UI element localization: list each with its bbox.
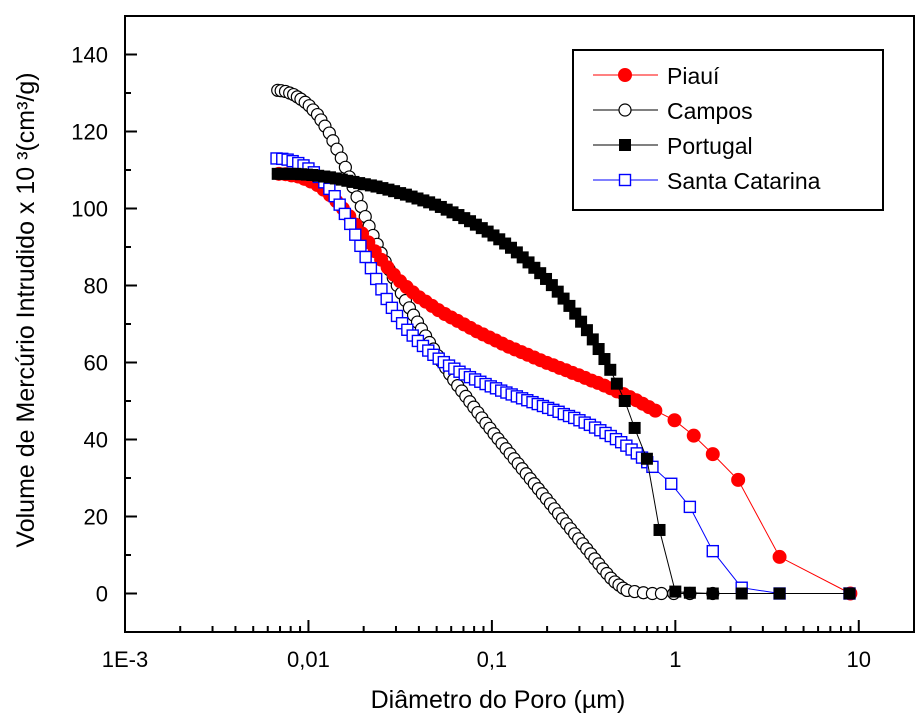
legend-entry-piaui: Piauí <box>593 63 720 89</box>
data-point-santa-catarina <box>665 477 678 490</box>
data-point-santa-catarina <box>344 217 357 231</box>
data-point-campos <box>654 586 669 601</box>
y-axis-ticks <box>125 15 137 633</box>
legend-entry-campos: Campos <box>593 98 753 124</box>
y-tick-label: 120 <box>71 120 108 145</box>
data-point-portugal <box>706 587 719 600</box>
data-point-portugal <box>580 324 593 337</box>
y-tick-label: 80 <box>84 274 108 299</box>
y-tick-label: 100 <box>71 197 108 222</box>
y-tick-label: 0 <box>96 582 108 607</box>
x-axis-title: Diâmetro do Poro (µm) <box>371 686 626 714</box>
legend-swatch-piaui <box>593 68 658 82</box>
data-point-portugal <box>843 587 856 600</box>
data-point-santa-catarina <box>683 500 697 514</box>
data-point-portugal <box>669 585 682 598</box>
data-point-portugal <box>735 587 748 600</box>
series-layer <box>270 83 858 601</box>
series-portugal <box>271 167 856 600</box>
x-tick-label: 0,1 <box>477 647 508 672</box>
y-tick-label: 40 <box>84 428 108 453</box>
data-point-portugal <box>628 421 641 434</box>
y-tick-label: 20 <box>84 505 108 530</box>
y-axis-tick-labels: 0 20 40 60 80 100 120 140 <box>71 43 108 607</box>
legend-label-portugal: Portugal <box>667 133 753 159</box>
legend: Piauí Campos Portugal Santa Catarina <box>572 49 884 211</box>
legend-label-piaui: Piauí <box>667 63 720 89</box>
x-tick-label: 1 <box>669 647 681 672</box>
legend-marker-piaui <box>618 68 632 82</box>
data-point-portugal <box>610 377 623 390</box>
data-point-portugal <box>604 363 617 376</box>
legend-marker-portugal <box>619 139 631 151</box>
x-tick-label: 0,01 <box>287 647 330 672</box>
data-point-piaui <box>667 413 682 428</box>
legend-swatch-santa-catarina <box>593 173 658 187</box>
y-axis-title: Volume de Mercúrio Intrudido x 10 ³(cm³/… <box>12 72 40 547</box>
data-point-portugal <box>618 395 631 407</box>
data-point-santa-catarina <box>369 272 383 286</box>
legend-entry-portugal: Portugal <box>593 133 753 159</box>
data-point-piaui <box>731 472 746 487</box>
x-axis-tick-labels: 1E-3 0,01 0,1 1 10 <box>102 647 871 672</box>
data-point-portugal <box>773 587 786 600</box>
data-point-portugal <box>598 353 611 366</box>
data-point-portugal <box>592 343 605 356</box>
data-point-portugal <box>653 523 666 536</box>
x-axis-ticks <box>124 620 915 632</box>
legend-swatch-portugal <box>593 139 658 151</box>
x-tick-label: 10 <box>847 647 871 672</box>
data-point-santa-catarina <box>706 544 719 558</box>
y-tick-label: 60 <box>84 351 108 376</box>
legend-label-santa-catarina: Santa Catarina <box>667 168 821 194</box>
legend-marker-santa-catarina <box>618 173 632 187</box>
data-point-portugal <box>683 586 696 599</box>
data-point-portugal <box>640 452 653 465</box>
y-tick-label: 140 <box>71 43 108 68</box>
data-point-santa-catarina <box>359 250 372 264</box>
legend-label-campos: Campos <box>667 98 753 124</box>
data-point-santa-catarina <box>349 228 362 241</box>
data-point-piaui <box>648 403 663 418</box>
data-point-portugal <box>586 333 599 346</box>
data-point-santa-catarina <box>364 261 378 275</box>
legend-marker-campos <box>618 103 632 117</box>
data-point-piaui <box>772 549 787 564</box>
series-santa-catarina <box>270 152 856 600</box>
data-point-piaui <box>705 447 720 462</box>
x-tick-label: 1E-3 <box>102 647 148 672</box>
data-point-piaui <box>686 428 701 443</box>
data-point-santa-catarina <box>354 239 367 253</box>
legend-entry-santa-catarina: Santa Catarina <box>593 168 821 194</box>
legend-swatch-campos <box>593 103 658 117</box>
